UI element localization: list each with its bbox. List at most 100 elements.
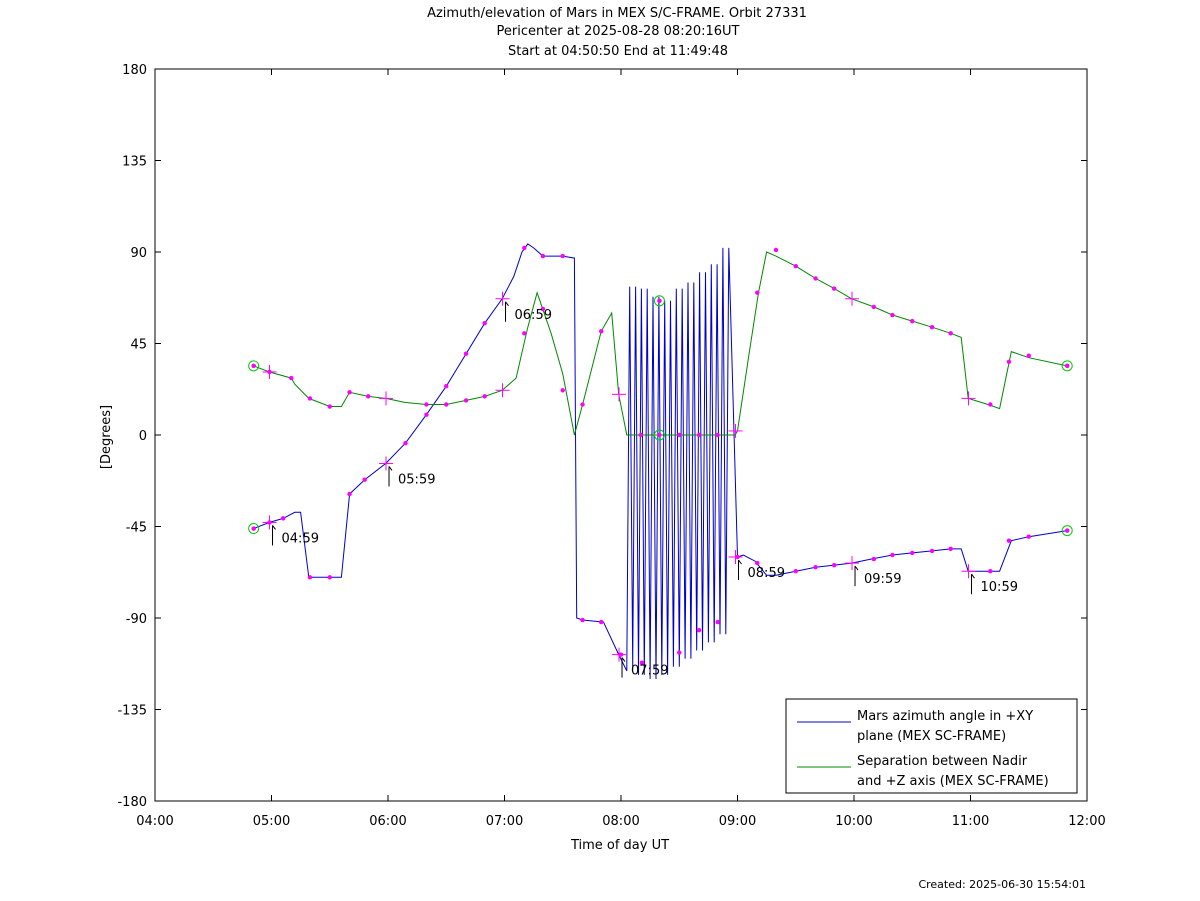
azimuth-marker [560,253,565,259]
separation-marker [289,375,294,381]
separation-marker [307,396,313,401]
markers [248,245,1073,665]
azimuth-marker [444,384,449,389]
separation-marker [638,432,644,438]
hour-pointer-head [272,525,276,530]
endpoint-marker [248,360,260,372]
separation-marker [598,329,604,334]
separation-marker [540,306,546,312]
azimuth-marker [327,575,332,580]
hour-pointer-head [388,466,393,471]
hour-label: 08:59 [748,566,785,581]
hour-label: 10:59 [981,580,1018,595]
separation-marker [813,276,818,281]
azimuth-marker [715,619,720,625]
azimuth-marker [522,245,527,251]
separation-marker [929,325,935,330]
legend-label-azimuth-1: Mars azimuth angle in +XY [857,709,1033,724]
endpoint-marker [653,295,665,307]
endpoint-marker [1061,360,1073,372]
separation-marker [696,432,702,438]
separation-marker [871,304,877,310]
separation-marker [948,331,953,336]
separation-marker [755,290,760,295]
azimuth-marker [793,569,798,574]
x-tick-label: 08:00 [602,814,639,829]
azimuth-marker [580,617,585,623]
azimuth-marker [677,650,682,655]
x-axis-label: Time of day UT [570,838,669,853]
azimuth-marker [424,412,429,417]
x-tick-label: 06:00 [369,814,406,829]
endpoint-center-marker [657,298,662,303]
chart-subtitle-start-end: Start at 04:50:50 End at 11:49:48 [508,44,728,59]
separation-marker [988,402,993,407]
separation-marker [463,398,469,403]
separation-marker [677,432,682,438]
separation-marker [831,286,837,291]
separation-marker [424,402,429,407]
separation-marker [327,404,332,409]
separation-marker [580,402,585,407]
hour-label: 09:59 [864,572,901,587]
chart-title: Azimuth/elevation of Mars in MEX S/C-FRA… [427,6,807,21]
axes-ticks: 04:00 05:00 06:00 07:00 08:00 09:00 10:00 11:00… [117,63,1105,829]
hour-label: 07:59 [631,664,668,679]
legend-label-separation-1: Separation between Nadir [857,754,1028,769]
azimuth-marker [639,660,645,665]
series-line-azimuth [253,243,1068,680]
azimuth-marker [1026,534,1031,539]
azimuth-marker [929,548,935,554]
endpoint-marker [653,429,665,441]
hour-label: 06:59 [515,308,552,323]
azimuth-marker [307,575,313,580]
y-tick-label: -90 [126,612,147,627]
separation-marker [715,432,720,438]
y-tick-label: 45 [130,338,147,353]
x-tick-label: 04:00 [136,814,173,829]
endpoint-marker [248,523,260,535]
hour-label: 04:59 [282,531,319,546]
azimuth-marker [482,320,487,326]
azimuth-marker [696,628,702,633]
separation-marker [890,312,895,318]
x-tick-label: 10:00 [835,814,872,829]
hour-pointer-head [505,301,509,307]
x-tick-label: 05:00 [253,814,290,829]
separation-marker [560,388,565,393]
azimuth-marker [403,440,408,446]
separation-marker [444,402,449,407]
chart-subtitle-pericenter: Pericenter at 2025-08-28 08:20:16UT [496,24,739,39]
separation-marker [910,318,915,324]
endpoint-marker [1061,525,1073,537]
hour-pointer-head [854,565,859,571]
plot-frame [154,68,1088,802]
series-lines [253,243,1068,680]
hour-annotations: 04:59 05:59 06:59 07:59 08:59 09:59 10:59 [262,291,1018,679]
azimuth-marker [347,491,352,497]
azimuth-marker [813,564,818,570]
y-tick-label: -135 [117,704,147,719]
azimuth-marker [948,546,953,552]
azimuth-marker [463,351,469,356]
azimuth-marker [280,516,286,521]
azimuth-marker [890,552,895,558]
hour-pointer-head [621,657,626,662]
y-tick-label: 135 [122,155,147,170]
x-tick-label: 07:00 [486,814,523,829]
separation-marker [773,247,779,253]
azimuth-marker [1006,538,1012,543]
series-line-separation [253,251,1068,436]
azimuth-marker [755,560,760,566]
legend-label-azimuth-2: plane (MEX SC-FRAME) [857,729,1006,744]
y-tick-label: -45 [126,521,147,536]
azimuth-marker [540,253,546,259]
legend-label-separation-2: and +Z axis (MEX SC-FRAME) [857,774,1049,789]
hour-pointer-head [738,559,742,565]
y-tick-label: -180 [117,795,147,810]
hour-pointer-head [971,573,975,579]
separation-marker [1026,353,1031,358]
endpoint-center-marker [1064,363,1070,369]
y-tick-label: 90 [130,246,147,261]
separation-marker [347,390,352,395]
